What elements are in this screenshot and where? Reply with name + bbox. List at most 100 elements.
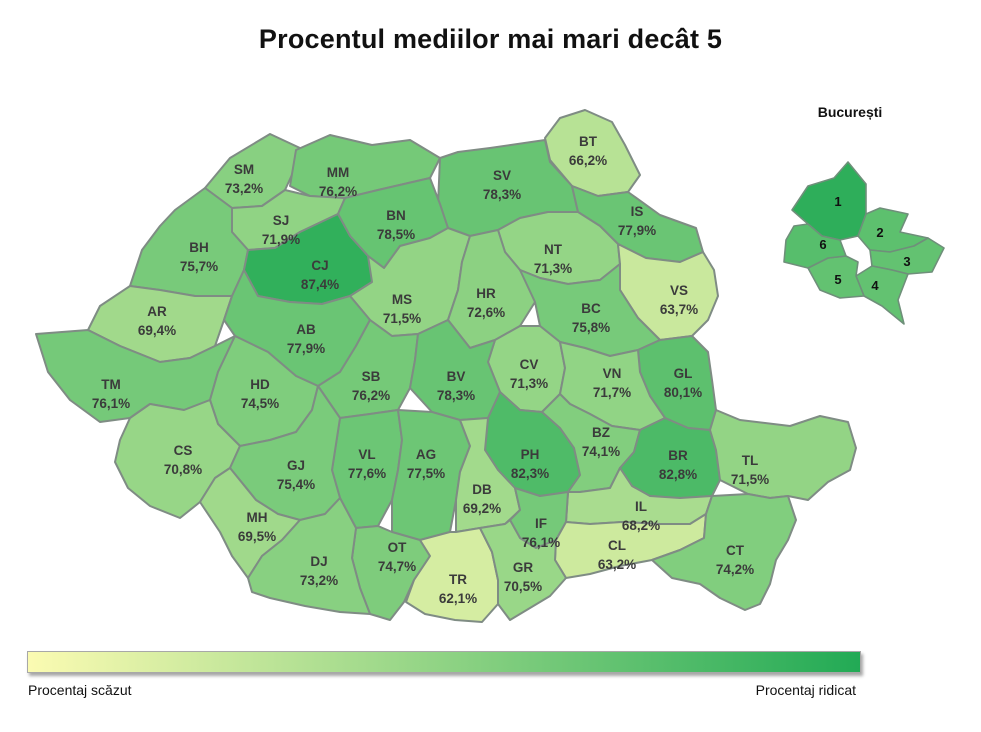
county-value-mm: 76,2% (319, 184, 357, 199)
county-value-hr: 72,6% (467, 305, 505, 320)
county-value-cj: 87,4% (301, 277, 339, 292)
county-value-vs: 63,7% (660, 302, 698, 317)
county-code-bz: BZ (592, 425, 610, 440)
county-value-br: 82,8% (659, 467, 697, 482)
county-value-ab: 77,9% (287, 341, 325, 356)
county-value-ag: 77,5% (407, 466, 445, 481)
county-code-sv: SV (493, 168, 511, 183)
county-value-cl: 63,2% (598, 557, 636, 572)
county-code-ag: AG (416, 447, 436, 462)
bucharest-inset-label: București (817, 104, 883, 120)
county-code-hd: HD (250, 377, 270, 392)
county-value-tm: 76,1% (92, 396, 130, 411)
county-code-bt: BT (579, 134, 598, 149)
county-value-bc: 75,8% (572, 320, 610, 335)
county-code-vs: VS (670, 283, 688, 298)
bucharest-sector-label-1: 1 (834, 194, 841, 209)
county-value-ct: 74,2% (716, 562, 754, 577)
county-value-gl: 80,1% (664, 385, 702, 400)
county-code-mh: MH (247, 510, 268, 525)
county-code-tl: TL (742, 453, 759, 468)
county-value-cs: 70,8% (164, 462, 202, 477)
county-value-bz: 74,1% (582, 444, 620, 459)
bucharest-sector-6 (783, 223, 847, 269)
county-value-is: 77,9% (618, 223, 656, 238)
county-code-sj: SJ (273, 213, 290, 228)
county-value-sb: 76,2% (352, 388, 390, 403)
county-value-vl: 77,6% (348, 466, 386, 481)
county-code-cs: CS (174, 443, 193, 458)
county-value-tr: 62,1% (439, 591, 477, 606)
county-value-nt: 71,3% (534, 261, 572, 276)
county-code-ar: AR (147, 304, 167, 319)
county-value-ph: 82,3% (511, 466, 549, 481)
county-value-bh: 75,7% (180, 259, 218, 274)
county-code-dj: DJ (310, 554, 327, 569)
county-value-if: 76,1% (522, 535, 560, 550)
bucharest-sector-label-2: 2 (876, 225, 883, 240)
legend-gradient-bar (27, 651, 861, 673)
county-code-mm: MM (327, 165, 350, 180)
county-code-vn: VN (603, 366, 622, 381)
bucharest-sector-label-5: 5 (834, 272, 841, 287)
county-value-mh: 69,5% (238, 529, 276, 544)
county-value-gr: 70,5% (504, 579, 542, 594)
counties-layer (35, 109, 857, 623)
county-code-ph: PH (521, 447, 540, 462)
county-value-il: 68,2% (622, 518, 660, 533)
county-value-db: 69,2% (463, 501, 501, 516)
county-gr (479, 519, 567, 621)
legend-low-label: Procentaj scăzut (28, 682, 132, 698)
bucharest-sector-4 (855, 265, 909, 325)
county-code-tm: TM (101, 377, 121, 392)
county-value-gj: 75,4% (277, 477, 315, 492)
county-code-ab: AB (296, 322, 316, 337)
page-title: Procentul mediilor mai mari decât 5 (258, 24, 723, 54)
county-value-sv: 78,3% (483, 187, 521, 202)
county-ct (651, 493, 797, 611)
county-code-bh: BH (189, 240, 209, 255)
county-code-gj: GJ (287, 458, 305, 473)
county-code-tr: TR (449, 572, 467, 587)
county-code-hr: HR (476, 286, 496, 301)
county-code-nt: NT (544, 242, 563, 257)
labels-layer: SM 73,2% MM 76,2% BT 66,2% SV 78,3% SJ 71,9% BN 78,… (92, 134, 769, 606)
county-code-gr: GR (513, 560, 534, 575)
county-code-sb: SB (362, 369, 381, 384)
bucharest-sector-label-4: 4 (871, 278, 879, 293)
county-value-bn: 78,5% (377, 227, 415, 242)
county-value-vn: 71,7% (593, 385, 631, 400)
county-code-ct: CT (726, 543, 745, 558)
county-code-bn: BN (386, 208, 406, 223)
county-code-il: IL (635, 499, 647, 514)
county-code-cl: CL (608, 538, 626, 553)
county-tl (709, 409, 857, 501)
county-value-cv: 71,3% (510, 376, 548, 391)
county-value-bt: 66,2% (569, 153, 607, 168)
county-code-ms: MS (392, 292, 412, 307)
county-tr (405, 527, 499, 623)
county-value-sm: 73,2% (225, 181, 263, 196)
county-code-vl: VL (358, 447, 375, 462)
county-code-is: IS (631, 204, 644, 219)
county-code-bc: BC (581, 301, 601, 316)
county-value-dj: 73,2% (300, 573, 338, 588)
county-code-cj: CJ (311, 258, 328, 273)
county-value-ms: 71,5% (383, 311, 421, 326)
county-value-ar: 69,4% (138, 323, 176, 338)
county-value-hd: 74,5% (241, 396, 279, 411)
bucharest-sector-label-3: 3 (903, 254, 910, 269)
bucharest-sector-label-6: 6 (819, 237, 826, 252)
county-code-br: BR (668, 448, 688, 463)
legend-high-label: Procentaj ridicat (755, 682, 856, 698)
county-code-sm: SM (234, 162, 254, 177)
county-code-bv: BV (447, 369, 466, 384)
county-value-tl: 71,5% (731, 472, 769, 487)
county-code-cv: CV (520, 357, 539, 372)
county-dj (247, 497, 371, 615)
county-value-ot: 74,7% (378, 559, 416, 574)
county-value-bv: 78,3% (437, 388, 475, 403)
county-value-sj: 71,9% (262, 232, 300, 247)
county-code-gl: GL (674, 366, 693, 381)
